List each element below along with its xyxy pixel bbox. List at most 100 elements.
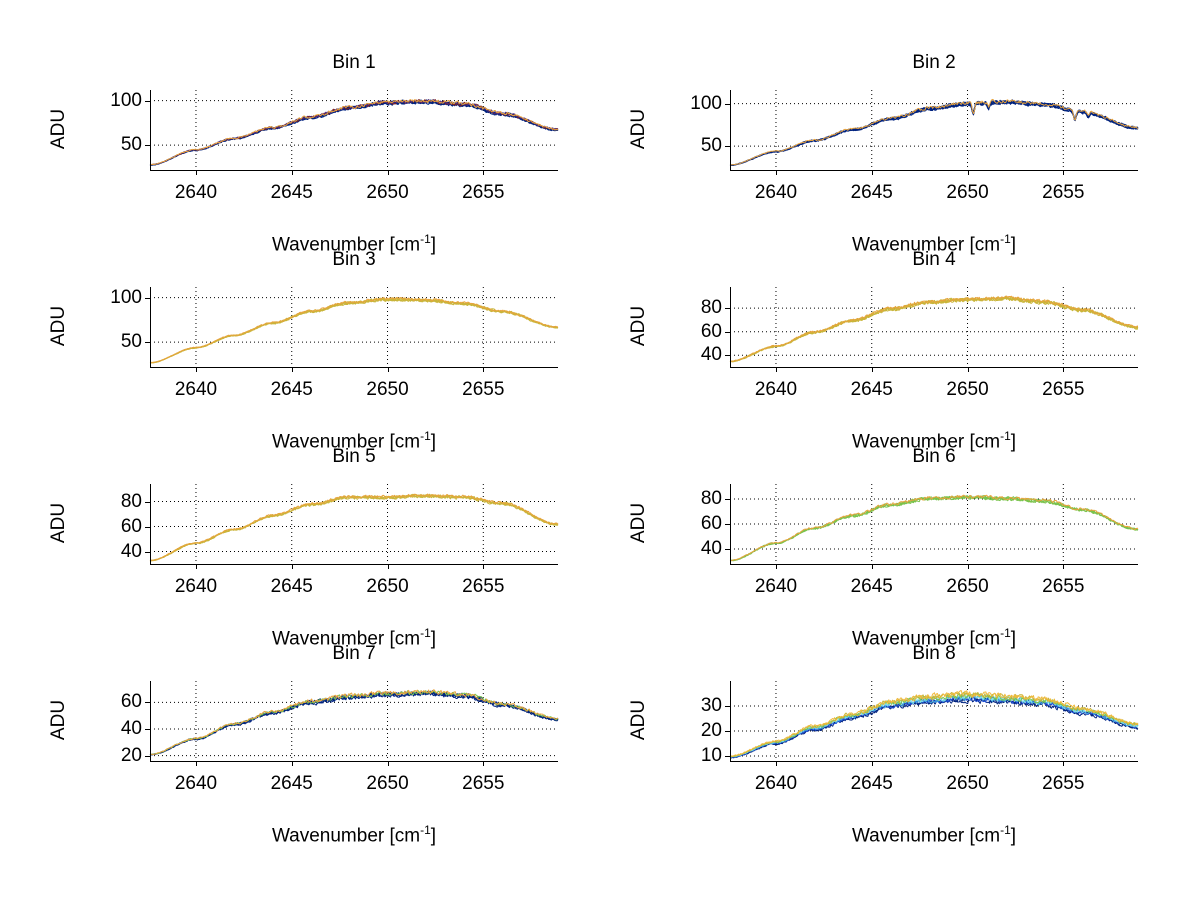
series-line-bin2-7 xyxy=(729,100,1139,166)
x-tick-label-bin4-2: 2650 xyxy=(946,379,989,400)
x-tick-mark-bin1-2 xyxy=(387,170,389,175)
x-tick-mark-bin5-3 xyxy=(483,564,485,569)
x-tick-label-bin8-1: 2645 xyxy=(850,773,893,794)
x-tick-mark-bin2-1 xyxy=(871,170,873,175)
plot-area-bin1 xyxy=(145,90,559,175)
series-line-bin2-4 xyxy=(729,99,1139,166)
x-tick-label-bin6-2: 2650 xyxy=(946,576,989,597)
x-axis-label-main: Wavenumber [cm xyxy=(851,825,1001,847)
x-tick-label-bin6-1: 2645 xyxy=(850,576,893,597)
plot-svg-bin3 xyxy=(149,287,559,367)
y-tick-label-bin5-0: 40 xyxy=(120,540,142,562)
series-line-bin6-2 xyxy=(729,495,1139,561)
y-tick-label-bin5-1: 60 xyxy=(120,515,142,537)
x-axis-spine-bin6 xyxy=(730,564,1138,565)
x-tick-mark-bin2-0 xyxy=(775,170,777,175)
y-tick-mark-bin6-0 xyxy=(725,549,730,550)
x-tick-mark-bin4-3 xyxy=(1063,367,1065,372)
x-tick-mark-bin6-0 xyxy=(775,564,777,569)
y-tick-mark-bin8-2 xyxy=(725,706,730,707)
x-tick-label-bin2-2: 2650 xyxy=(946,182,989,203)
x-tick-label-bin1-3: 2655 xyxy=(462,182,505,203)
series-line-bin4-4 xyxy=(729,296,1139,363)
x-tick-mark-bin3-0 xyxy=(195,367,197,372)
x-tick-mark-bin2-3 xyxy=(1063,170,1065,175)
x-axis-label-exponent: -1 xyxy=(420,626,431,640)
panel-bin3: Bin 3 ADU Wavenumber [cm-1] 50 100 2640 2645 26… xyxy=(30,249,568,479)
y-tick-label-bin2-1: 100 xyxy=(690,92,722,114)
series-line-bin3-0 xyxy=(149,297,559,364)
y-tick-mark-bin1-1 xyxy=(145,100,150,102)
x-axis-label-bin5: Wavenumber [cm-1] xyxy=(150,626,558,650)
y-tick-mark-bin8-1 xyxy=(725,731,730,732)
panel-bin1: Bin 1 ADU Wavenumber [cm-1] 50 100 2640 2645 26… xyxy=(30,52,568,282)
y-tick-label-bin4-1: 60 xyxy=(700,320,722,342)
plot-area-bin2 xyxy=(725,90,1139,175)
plot-area-bin5 xyxy=(145,484,559,569)
x-tick-label-bin8-0: 2640 xyxy=(754,773,798,794)
x-tick-mark-bin5-1 xyxy=(291,564,293,569)
x-tick-mark-bin3-3 xyxy=(483,367,485,372)
series-line-bin7-5 xyxy=(149,691,559,756)
x-axis-label-exponent: -1 xyxy=(420,232,431,246)
x-tick-mark-bin1-3 xyxy=(483,170,485,175)
x-axis-label-bracket: ] xyxy=(1010,825,1017,847)
x-axis-spine-bin8 xyxy=(730,761,1138,762)
x-tick-label-bin5-0: 2640 xyxy=(174,576,218,597)
y-tick-label-bin1-1: 100 xyxy=(110,89,142,111)
x-axis-label-main: Wavenumber [cm xyxy=(851,234,1001,256)
panel-bin8: Bin 8 ADU Wavenumber [cm-1] 10 20 30 2640 2645 2… xyxy=(610,643,1148,873)
plot-svg-bin6 xyxy=(729,484,1139,564)
x-tick-label-bin8-3: 2655 xyxy=(1042,773,1085,794)
y-axis-spine-bin6 xyxy=(730,484,731,564)
plot-area-bin8 xyxy=(725,681,1139,766)
panel-title-bin3: Bin 3 xyxy=(332,249,376,270)
series-line-bin4-3 xyxy=(729,296,1139,363)
x-tick-mark-bin8-2 xyxy=(967,761,969,766)
x-axis-label-bracket: ] xyxy=(430,825,437,847)
y-tick-label-bin2-0: 50 xyxy=(700,135,722,157)
x-axis-label-bin6: Wavenumber [cm-1] xyxy=(730,626,1138,650)
x-axis-label-bin7: Wavenumber [cm-1] xyxy=(150,823,558,847)
y-tick-mark-bin7-1 xyxy=(145,729,150,730)
x-axis-spine-bin7 xyxy=(150,761,558,762)
x-tick-label-bin7-3: 2655 xyxy=(462,773,505,794)
x-tick-label-bin3-2: 2650 xyxy=(366,379,409,400)
series-line-bin8-1 xyxy=(729,691,1139,757)
plot-area-bin4 xyxy=(725,287,1139,372)
series-line-bin7-4 xyxy=(149,691,559,756)
x-tick-mark-bin7-2 xyxy=(387,761,389,766)
x-tick-label-bin2-1: 2645 xyxy=(850,182,893,203)
y-tick-label-bin4-2: 80 xyxy=(700,297,722,319)
panel-title-bin1: Bin 1 xyxy=(332,52,376,73)
y-tick-label-bin3-0: 50 xyxy=(120,331,142,353)
series-line-bin1-3 xyxy=(149,99,559,166)
x-tick-label-bin4-0: 2640 xyxy=(754,379,798,400)
x-tick-label-bin7-2: 2650 xyxy=(366,773,409,794)
series-line-bin1-5 xyxy=(149,99,559,166)
y-tick-label-bin4-0: 40 xyxy=(700,344,722,366)
x-axis-label-bracket: ] xyxy=(430,431,437,453)
y-tick-mark-bin3-0 xyxy=(145,342,150,344)
x-axis-label-exponent: -1 xyxy=(1000,429,1011,443)
series-line-bin3-5 xyxy=(149,298,559,364)
x-tick-label-bin2-0: 2640 xyxy=(754,182,798,203)
plot-svg-bin4 xyxy=(729,287,1139,367)
series-line-bin1-2 xyxy=(149,99,559,166)
y-tick-label-bin8-2: 30 xyxy=(700,695,722,716)
x-axis-label-main: Wavenumber [cm xyxy=(851,628,1001,650)
x-axis-label-bin4: Wavenumber [cm-1] xyxy=(730,429,1138,453)
series-line-bin7-0 xyxy=(149,689,559,755)
x-tick-label-bin1-0: 2640 xyxy=(174,182,218,203)
panel-bin7: Bin 7 ADU Wavenumber [cm-1] 20 40 60 2640 2645 2… xyxy=(30,643,568,873)
series-line-bin8-5 xyxy=(729,695,1139,759)
y-tick-label-bin5-2: 80 xyxy=(120,490,142,512)
x-tick-label-bin1-1: 2645 xyxy=(270,182,313,203)
plot-area-bin3 xyxy=(145,287,559,372)
panel-title-bin6: Bin 6 xyxy=(912,446,956,467)
x-axis-label-exponent: -1 xyxy=(420,429,431,443)
y-tick-mark-bin8-0 xyxy=(725,756,730,757)
y-axis-spine-bin3 xyxy=(150,287,151,367)
panel-title-bin5: Bin 5 xyxy=(332,446,376,467)
